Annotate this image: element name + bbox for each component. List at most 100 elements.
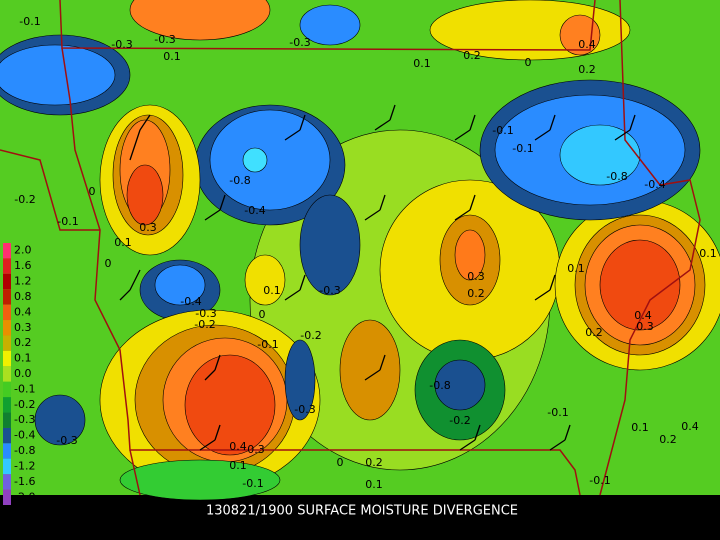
wind-barb (549, 424, 571, 451)
contour-label: -0.1 (57, 215, 78, 228)
map-title: 130821/1900 SURFACE MOISTURE DIVERGENCE (206, 504, 518, 519)
contour-region (434, 359, 486, 411)
contour-label: -0.8 (429, 379, 450, 392)
state-borders (0, 0, 701, 496)
contour-region (126, 164, 164, 226)
legend-swatch (3, 350, 11, 367)
legend-swatch (3, 443, 11, 459)
legend-swatch (3, 320, 11, 336)
contour-label: -0.3 (154, 33, 175, 46)
contour-label: 0.3 (636, 320, 654, 333)
wind-barb (534, 274, 556, 301)
contour-label: -0.4 (180, 295, 201, 308)
contour-label: 0.1 (263, 284, 281, 297)
wind-barb (459, 424, 481, 451)
legend-label: 1.6 (14, 259, 32, 272)
contour-region (284, 339, 316, 421)
border (599, 0, 701, 496)
contour-region (0, 44, 116, 106)
contour-region (454, 229, 486, 281)
contour-labels: -0.1 -0.3 -0.3 0.1 -0.3 0.1 0.2 0 0.4 0.2 -0.1 -0.1… (14, 15, 716, 491)
contour-region (34, 394, 86, 446)
contour-label: 0.2 (463, 49, 481, 62)
legend-label: 0.1 (14, 352, 32, 365)
contour-label: 0 (105, 257, 112, 270)
contour-fills (0, 0, 720, 501)
legend-label: -0.3 (14, 413, 35, 426)
contour-label: 0.3 (139, 221, 157, 234)
wind-barb (374, 104, 396, 131)
contour-label: -0.3 (319, 284, 340, 297)
contour-label: 0.1 (229, 459, 247, 472)
legend-swatch (3, 366, 11, 382)
contour-label: 0.4 (229, 440, 247, 453)
contour-label: -0.1 (547, 406, 568, 419)
color-legend: 2.0 1.6 1.2 0.8 0.4 0.3 0.2 0.1 0.0 -0.1 -0.2 -0.3 -… (3, 243, 35, 505)
contour-label: 0.1 (365, 478, 383, 491)
legend-label: 1.2 (14, 275, 32, 288)
contour-label: -0.1 (19, 15, 40, 28)
border (0, 149, 100, 231)
contour-region (599, 239, 681, 331)
contour-label: 0 (337, 456, 344, 469)
contour-label: -0.1 (589, 474, 610, 487)
border (129, 449, 141, 496)
wind-barb (614, 114, 636, 141)
contour-label: 0.2 (365, 456, 383, 469)
contour-label: -0.8 (606, 170, 627, 183)
wind-barb (454, 194, 476, 221)
legend-label: 2.0 (14, 244, 32, 257)
contour-region (154, 264, 206, 306)
contour-label: 0 (525, 56, 532, 69)
contour-label: 0.4 (681, 420, 699, 433)
legend-swatch (3, 489, 11, 505)
contour-label: -0.4 (644, 178, 665, 191)
wind-barb (364, 194, 386, 221)
contour-label: -0.2 (194, 318, 215, 331)
legend-swatch (3, 258, 11, 274)
contour-region (299, 194, 361, 296)
legend-label: -2.0 (14, 490, 35, 503)
contour-region (119, 459, 281, 501)
contour-label: 0.3 (467, 270, 485, 283)
contour-region (339, 319, 401, 421)
contour-label: 0.1 (699, 247, 717, 260)
contour-label: 0.3 (247, 443, 265, 456)
contour-label: -0.3 (294, 403, 315, 416)
legend-label: -0.2 (14, 398, 35, 411)
legend-label: 0.0 (14, 367, 32, 380)
wind-barb (199, 424, 221, 451)
legend-label: -1.2 (14, 459, 35, 472)
legend-swatch (3, 458, 11, 475)
wind-barb (284, 274, 306, 301)
contour-label: -0.4 (244, 204, 265, 217)
contour-region (559, 124, 641, 186)
contour-label: 0.1 (114, 236, 132, 249)
contour-region (129, 0, 271, 41)
contour-region (242, 147, 268, 173)
legend-swatch (3, 427, 11, 444)
contour-label: -0.3 (56, 434, 77, 447)
contour-label: -0.3 (195, 307, 216, 320)
contour-label: -0.2 (300, 329, 321, 342)
contour-label: 0.4 (634, 309, 652, 322)
contour-region (209, 109, 331, 211)
contour-region (299, 4, 361, 46)
legend-swatch (3, 397, 11, 413)
contour-region (244, 254, 286, 306)
contour-label: 0.1 (567, 262, 585, 275)
wind-barb (284, 114, 306, 141)
legend-label: -0.1 (14, 382, 35, 395)
border (59, 0, 596, 51)
legend-swatch (3, 412, 11, 428)
wind-barb (119, 269, 141, 301)
wind-barb (534, 114, 556, 141)
legend-swatch (3, 243, 11, 259)
contour-label: 0.2 (578, 63, 596, 76)
contour-label: -0.1 (492, 124, 513, 137)
contour-label: -0.2 (449, 414, 470, 427)
contour-label: 0.2 (585, 326, 603, 339)
legend-label: 0.4 (14, 305, 32, 318)
